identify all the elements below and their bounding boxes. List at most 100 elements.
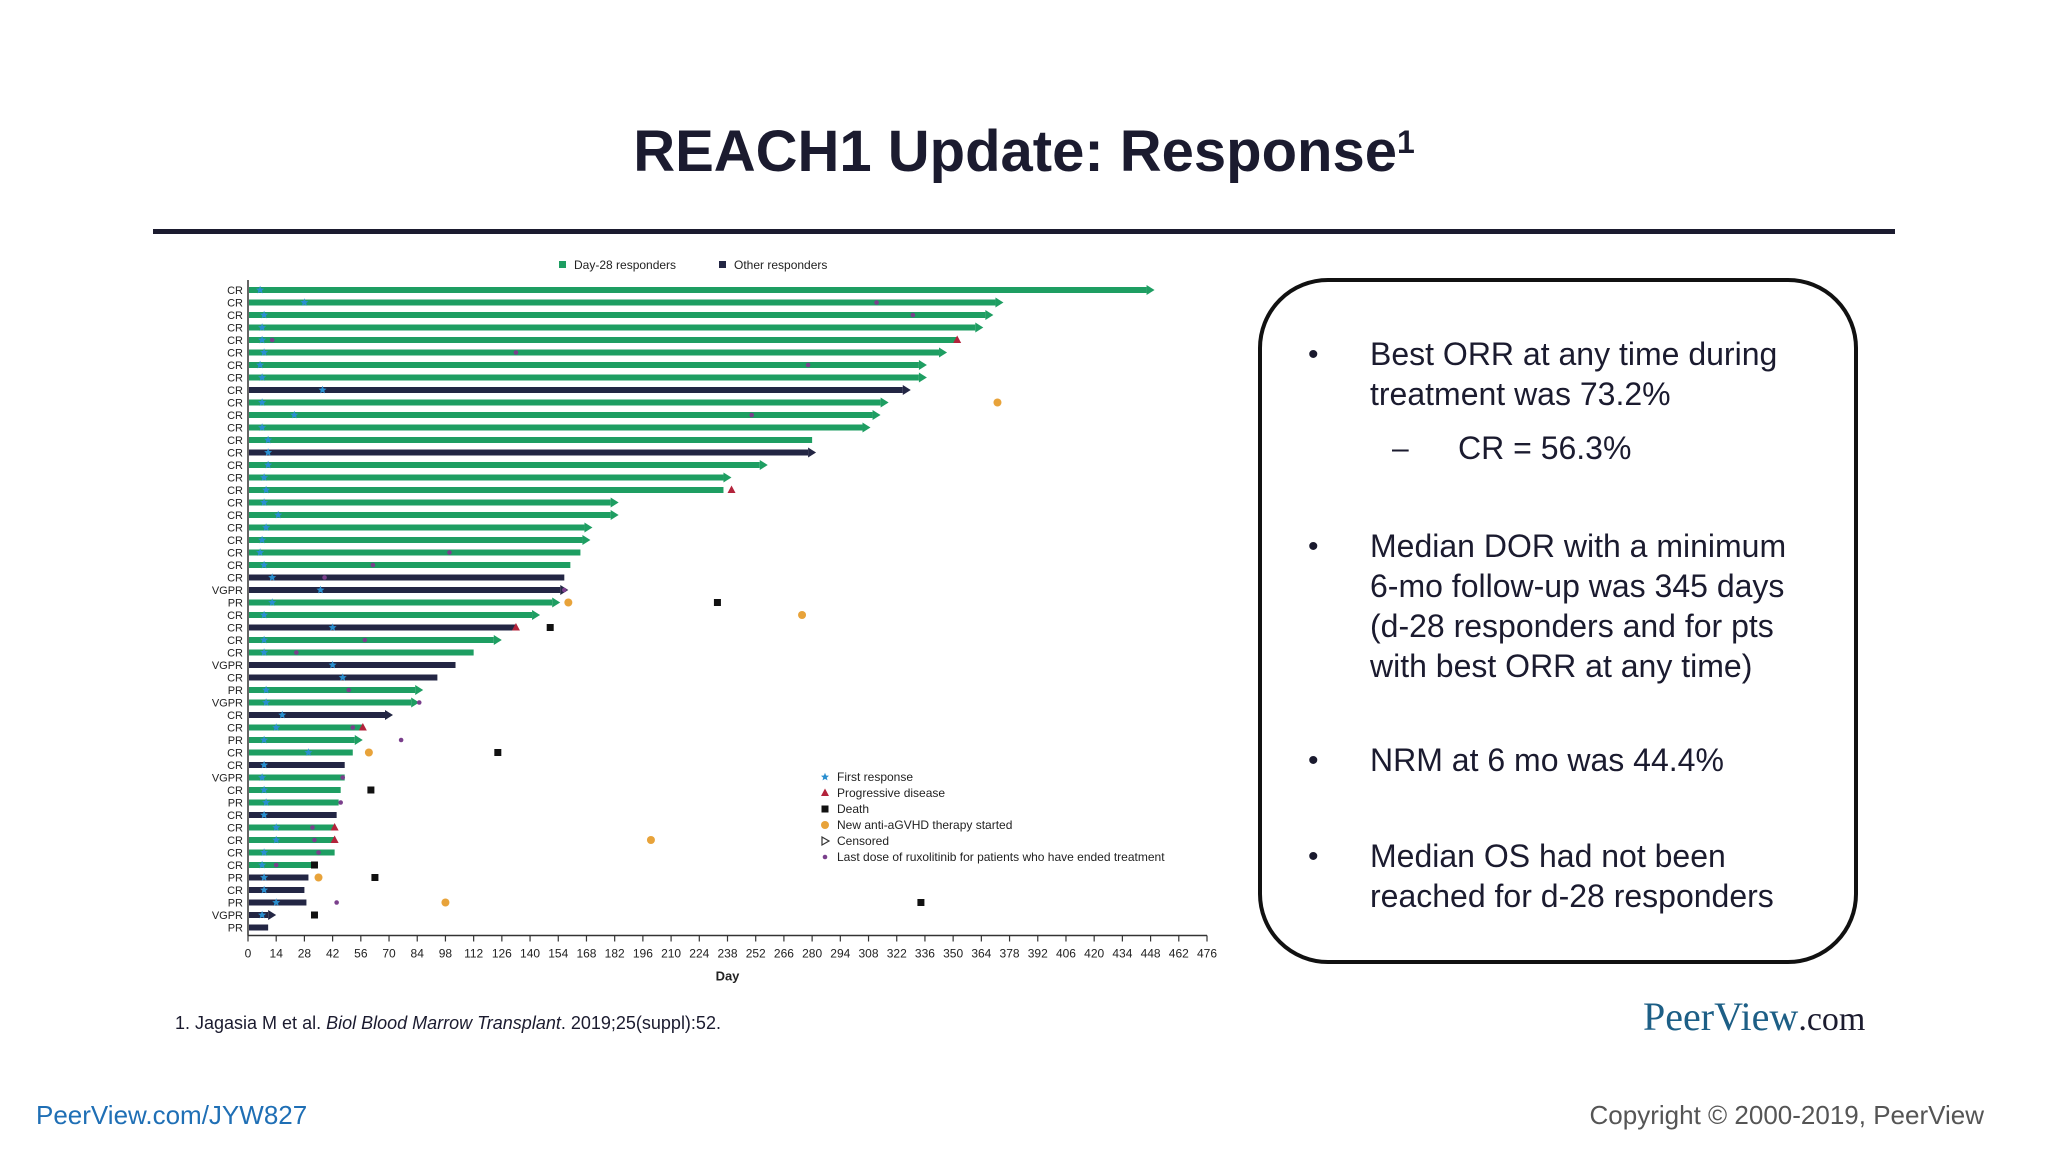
swimmer-bar — [249, 399, 881, 406]
first-response-marker — [262, 485, 271, 494]
death-marker — [821, 805, 829, 813]
x-tick-label: 154 — [548, 947, 568, 961]
swimmer-bar — [249, 499, 611, 506]
first-response-marker — [258, 423, 267, 431]
response-label: CR — [227, 448, 243, 460]
swimmer-bar — [249, 587, 561, 593]
response-label: PR — [228, 873, 243, 885]
swimmer-bar — [249, 812, 337, 818]
last-dose-marker — [874, 300, 879, 305]
response-label: CR — [227, 548, 243, 560]
response-label: CR — [227, 523, 243, 535]
ongoing-arrow — [918, 360, 927, 370]
ongoing-arrow — [1146, 285, 1155, 295]
death-marker — [713, 599, 721, 606]
x-tick-label: 84 — [411, 947, 425, 961]
bullet-dor-line3: (d-28 responders and for pts — [1370, 608, 1774, 644]
response-label: CR — [227, 398, 243, 410]
x-tick-label: 140 — [520, 947, 540, 961]
first-response-marker — [316, 585, 325, 594]
ongoing-arrow — [532, 610, 541, 620]
swimmer-bar — [249, 874, 309, 881]
swimmer-bar — [249, 762, 345, 768]
swimmer-bar — [249, 449, 809, 456]
ongoing-arrow — [354, 735, 363, 745]
response-label: CR — [227, 710, 243, 722]
footer-link[interactable]: PeerView.com/JYW827 — [36, 1100, 308, 1130]
last-dose-marker — [805, 362, 811, 368]
last-dose-marker — [334, 900, 339, 905]
first-response-marker — [278, 710, 287, 719]
ongoing-arrow — [975, 322, 984, 333]
swimmer-bar — [249, 474, 724, 481]
first-response-marker — [821, 772, 829, 781]
first-response-marker — [260, 560, 269, 569]
response-label: CR — [227, 473, 243, 485]
swimmer-bar — [249, 699, 412, 706]
bullet-dor: Median DOR with a minimum 6-mo follow-up… — [1370, 526, 1786, 686]
swimmer-bar — [249, 287, 1147, 293]
swimmer-bar — [249, 787, 341, 793]
bullet-nrm: NRM at 6 mo was 44.4% — [1370, 742, 1724, 778]
last-dose-marker — [447, 550, 452, 555]
first-response-marker — [260, 498, 269, 506]
response-label: CR — [227, 348, 243, 360]
last-dose-marker — [338, 800, 343, 805]
swimmer-bar — [249, 712, 385, 718]
first-response-marker — [262, 798, 271, 806]
response-label: CR — [227, 835, 243, 847]
response-label: CR — [227, 510, 243, 522]
swimmer-bar — [249, 837, 335, 843]
bullet-os-line1: Median OS had not been — [1370, 838, 1726, 874]
x-tick-label: 434 — [1112, 947, 1132, 961]
ongoing-arrow — [411, 697, 420, 708]
first-response-marker — [262, 523, 271, 531]
last-dose-marker — [322, 575, 327, 580]
bullet-dot: • — [1308, 744, 1319, 777]
marker-legend-label: New anti-aGVHD therapy started — [837, 818, 1012, 832]
first-response-marker — [260, 885, 269, 894]
swimmer-bar — [249, 724, 363, 731]
swimmer-bar — [249, 624, 516, 631]
x-tick-label: 252 — [746, 947, 766, 961]
swimmer-bar — [249, 487, 724, 493]
swimmer-bar — [249, 337, 958, 343]
x-tick-label: 476 — [1197, 947, 1217, 961]
first-response-marker — [258, 373, 267, 381]
bullet-os-line2: reached for d-28 responders — [1370, 878, 1774, 914]
death-marker — [371, 874, 379, 881]
new-therapy-marker — [993, 398, 1002, 407]
last-dose-marker — [513, 350, 519, 355]
first-response-marker — [256, 548, 265, 556]
swimmer-bar — [249, 537, 583, 543]
ongoing-arrow — [759, 460, 768, 470]
first-response-marker — [260, 610, 269, 619]
legend-day28-label: Day-28 responders — [574, 258, 676, 272]
swimmer-chart: 0 14 28 42 56 70 84 98 112 126 140 154 168 182 196 210 2… — [212, 258, 1218, 984]
bullet-cr: CR = 56.3% — [1458, 430, 1632, 466]
logo-suffix: .com — [1798, 1001, 1866, 1038]
swimmer-bar — [249, 862, 315, 868]
response-label: CR — [227, 498, 243, 510]
first-response-marker — [260, 635, 269, 644]
response-label: CR — [227, 310, 243, 322]
first-response-marker — [304, 748, 313, 756]
ongoing-arrow — [862, 422, 871, 433]
x-tick-label: 168 — [576, 947, 596, 961]
new-therapy-marker — [441, 898, 450, 907]
swimmer-bar — [249, 312, 986, 318]
first-response-marker — [262, 698, 271, 706]
ongoing-arrow — [902, 385, 911, 395]
swimmer-bar — [249, 924, 269, 931]
progressive-disease-marker — [330, 823, 339, 831]
response-label: CR — [227, 560, 243, 572]
ongoing-arrow — [985, 310, 994, 320]
response-label: PR — [228, 735, 243, 747]
first-response-marker — [260, 848, 269, 856]
progressive-disease-marker — [358, 723, 367, 731]
last-dose-marker — [362, 637, 368, 643]
first-response-marker — [272, 723, 281, 731]
title-footnote-sup: 1 — [1397, 124, 1415, 160]
first-response-marker — [328, 660, 337, 669]
swimmer-bar — [249, 549, 581, 556]
